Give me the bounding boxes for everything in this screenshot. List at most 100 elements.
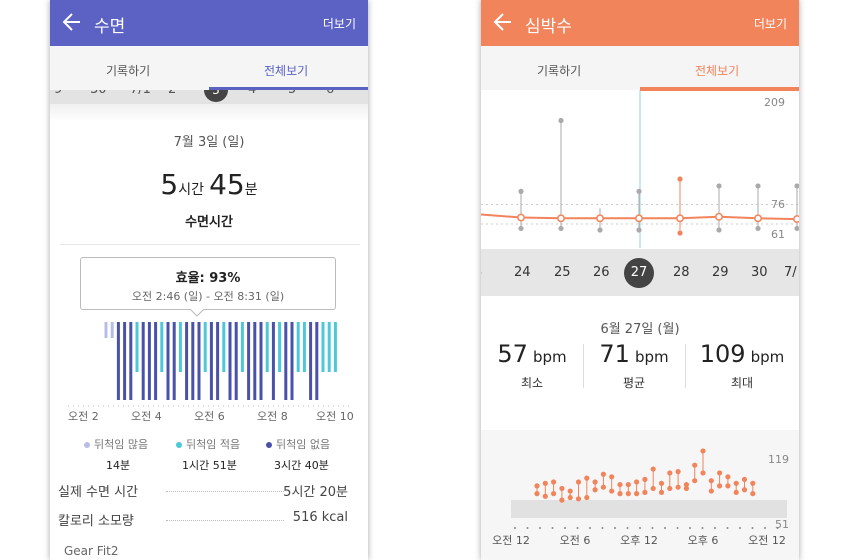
date-strip-item[interactable]: 27 [624,258,654,288]
normal-range-band [511,500,787,518]
date-strip-item[interactable]: 26 [593,265,610,280]
date-strip-item[interactable]: 3 [481,265,482,280]
date-strip-item[interactable]: 24 [514,265,531,280]
max-point [677,176,683,182]
tab-overview[interactable]: 전체보기 [264,64,309,78]
hr-point [542,493,548,499]
max-point [755,183,761,189]
hr-point [750,491,756,497]
stat-unit: bpm [750,348,785,366]
date-strip-item[interactable]: 29 [712,265,729,280]
day-chart-panel [481,430,799,560]
legend-item: 뒤척임 많음 14분 [84,436,164,473]
axis-tick-label: 오후 6 [688,534,719,547]
avg-point [635,214,643,223]
avg-point [596,214,604,223]
axis-dot [639,527,641,529]
date-strip[interactable]: 3 24 25 26 27 28 29 30 7/ [481,249,799,296]
min-point [716,227,722,233]
hr-point [725,483,731,489]
hr-point [625,481,631,488]
legend-value: 3시간 40분 [274,459,329,472]
efficiency-tooltip: 효율: 93% 오전 2:46 (일) - 오전 8:31 (일) [80,257,336,310]
hr-point [667,485,673,492]
legend-label: 뒤척임 많음 [94,438,149,451]
tab-record[interactable]: 기록하기 [537,64,582,78]
axis-dot [601,527,604,529]
legend-dot-icon [84,442,90,448]
back-arrow-icon[interactable] [493,11,513,33]
hr-trend-chart: 209 76 61 [481,90,799,248]
axis-dot [514,527,516,529]
date-strip-item[interactable]: 7/1 [130,90,151,97]
hr-point [708,478,714,484]
hr-point [708,488,714,494]
y-axis-label: 51 [775,518,789,531]
back-arrow-icon[interactable] [62,11,82,33]
date-strip-item[interactable]: 30 [751,265,768,280]
axis-dot [726,527,729,529]
hr-point [592,487,598,493]
date-strip-item[interactable]: 25 [554,265,571,280]
stat-label: 평균 [622,376,646,390]
hr-point [741,487,748,493]
tab-record[interactable]: 기록하기 [106,64,151,78]
sleep-date: 7월 3일 (일) [173,135,245,150]
avg-point [557,214,565,223]
y-axis-label: 76 [771,198,785,211]
hr-point [725,474,731,480]
hr-point [609,474,615,480]
legend-item: 뒤척임 없음 3시간 40분 [266,436,356,473]
hr-point [733,489,739,495]
avg-point [517,213,525,222]
date-strip-item[interactable]: 7/ [784,265,797,280]
duration-hours: 5 [160,168,179,201]
more-button[interactable]: 더보기 [753,17,787,31]
hr-point [600,484,606,490]
more-button[interactable]: 더보기 [322,17,356,31]
stat-min: 57 bpm 최소 [481,340,583,391]
hr-point [700,470,706,476]
stat-label: 최소 [520,376,544,390]
axis-tick-label: 오전 12 [748,534,786,547]
hr-point [584,494,590,501]
stat-max: 109 bpm 최대 [685,340,799,391]
divider [583,344,584,388]
date-strip-item[interactable]: 3 [204,90,228,102]
date-strip-item[interactable]: 4 [248,90,256,97]
stat-value: 109 [699,340,746,368]
axis-dot [764,527,766,529]
sleep-app-bar: 수면 더보기 [50,0,368,46]
date-strip-item[interactable]: 9 [54,90,62,97]
axis-dot [576,527,579,529]
axis-dot [751,527,754,529]
tab-overview[interactable]: 전체보기 [695,64,740,78]
axis-dot [676,527,679,529]
date-strip-item[interactable]: 2 [168,90,176,97]
sleep-legend: 뒤척임 많음 14분 뒤척임 적음 1시간 51분 뒤척임 없음 3시간 40분 [50,436,368,472]
hr-point [667,470,673,476]
hr-point [542,480,548,486]
stat-label: 최대 [730,376,754,390]
duration-label: 수면시간 [185,215,233,230]
date-strip-item[interactable]: 5 [288,90,296,97]
date-strip-item[interactable]: 30 [90,90,107,97]
hr-point [551,479,557,485]
hr-point [584,475,590,481]
device-name: Gear Fit2 [64,544,119,558]
date-strip[interactable]: 9 30 7/1 2 3 4 5 6 [50,90,368,104]
hr-point [617,481,623,488]
legend-value: 1시간 51분 [182,459,237,472]
hr-day-chart: 119 51 오전 12 오전 6 오후 12 오후 6 오전 12 [492,448,789,547]
axis-tick-label: 오후 12 [620,534,658,547]
min-point [755,225,761,232]
date-strip-item[interactable]: 28 [673,265,690,280]
hr-point [559,485,565,492]
min-point [597,227,603,233]
divider [60,244,360,245]
axis-dot [551,527,554,529]
legend-value: 14분 [106,459,131,472]
axis-dot [701,527,704,529]
min-point [518,225,524,232]
date-strip-item[interactable]: 6 [326,90,334,97]
